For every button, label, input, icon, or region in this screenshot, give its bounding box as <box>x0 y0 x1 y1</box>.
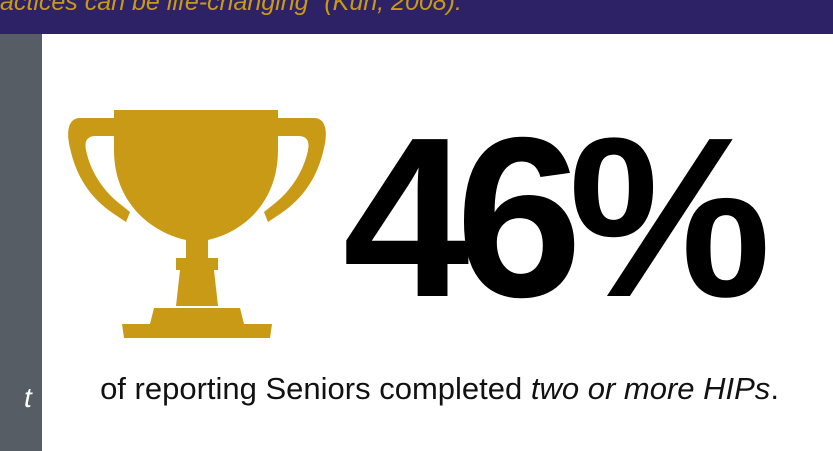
caption-emphasis: two or more HIPs <box>530 371 771 406</box>
trophy-icon <box>68 110 326 338</box>
caption-suffix: . <box>770 371 779 406</box>
caption-prefix: of reporting Seniors completed <box>100 371 531 406</box>
top-banner: actices can be life-changing" (Kuh, 2008… <box>0 0 833 34</box>
stat-percentage: 46% <box>342 91 771 345</box>
side-panel-text-fragment: t <box>24 382 32 413</box>
banner-quote-text: actices can be life-changing" (Kuh, 2008… <box>0 0 462 16</box>
left-side-panel: t <box>0 34 42 451</box>
stat-caption: of reporting Seniors completed two or mo… <box>46 373 833 404</box>
